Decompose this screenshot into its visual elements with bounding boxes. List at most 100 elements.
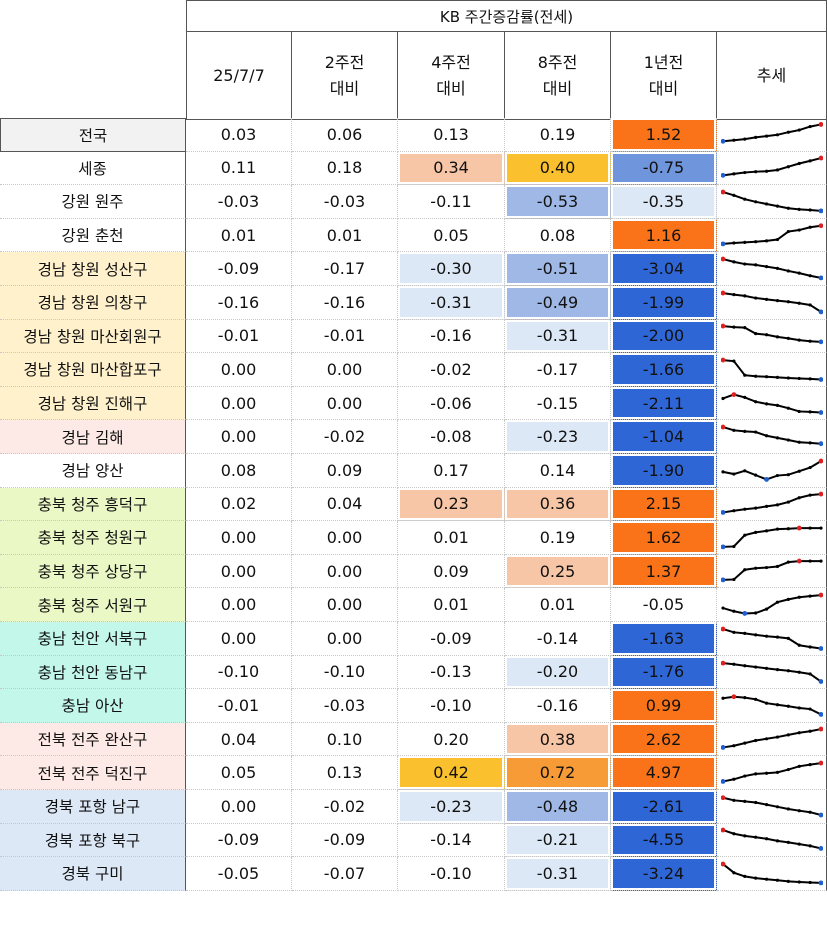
trend-max-point [796,558,802,564]
value-cell-c5: -2.11 [611,386,717,421]
trend-point [808,441,812,445]
trend-point [775,168,779,172]
trend-point [808,644,812,649]
value-cell-c3: -0.16 [398,319,505,354]
trend-point [753,170,757,174]
value-cell-c1: 0.00 [186,554,292,589]
trend-point [775,404,779,408]
trend-point [786,438,790,442]
region-label: 경남 양산 [0,454,186,488]
trend-point [753,739,757,743]
value-cell-c5: -1.90 [611,454,717,488]
trend-max-point [720,626,725,631]
trend-point [731,138,735,142]
trend-line [722,325,821,343]
trend-point [775,600,779,604]
value-cell-c3: -0.23 [398,790,505,824]
trend-sparkline-cell [717,521,827,555]
region-label: 경남 창원 의창구 [0,286,186,320]
column-header-line: 25/7/7 [213,65,265,85]
trend-point [764,877,768,881]
trend-point [786,879,790,883]
value-cell-c5: -0.35 [611,185,717,219]
trend-sparkline-cell [717,689,827,723]
trend-point [797,271,801,275]
value-cell-c2: 0.09 [292,454,398,488]
trend-sparkline-cell [717,722,827,757]
trend-min-point [720,577,725,583]
trend-point [764,528,768,533]
trend-point [786,206,790,210]
trend-sparkline-cell [717,588,827,622]
trend-point [764,737,768,741]
trend-point [742,293,746,297]
trend-point [808,762,812,767]
trend-point [764,837,768,841]
trend-sparkline [720,558,823,583]
trend-point [764,202,768,206]
value-cell-c4: 0.01 [505,588,611,622]
value-cell-c1: 0.04 [186,722,292,757]
value-cell-c5: -0.75 [611,151,717,186]
column-header-line: 8주전 [537,52,578,72]
trend-point [786,840,790,845]
trend-point [764,239,768,243]
trend-point [786,299,790,303]
trend-min-point [818,645,823,651]
value-cell-c3: -0.30 [398,252,505,286]
trend-point [775,668,779,672]
trend-line [722,593,821,615]
trend-line [722,560,821,582]
value-cell-c3: -0.09 [398,622,505,656]
trend-point [786,336,790,341]
region-label: 전북 전주 완산구 [0,722,186,757]
trend-sparkline-cell [717,185,827,219]
region-label: 충북 청주 흥덕구 [0,487,186,522]
value-cell-c5: -1.63 [611,622,717,656]
value-cell-c2: -0.01 [292,319,398,354]
value-cell-c3: 0.42 [398,756,505,790]
value-cell-c2: 0.13 [292,756,398,790]
value-cell-c3: 0.20 [398,722,505,757]
value-cell-c3: -0.06 [398,386,505,421]
trend-point [808,707,812,711]
trend-point [808,594,812,598]
trend-point [753,199,757,204]
trend-min-point [720,745,725,751]
region-label: 충북 청주 서원구 [0,588,186,622]
value-cell-c4: -0.16 [505,689,611,723]
trend-point [731,630,735,634]
trend-sparkline-cell [717,319,827,354]
trend-point [742,171,746,175]
trend-point [786,376,790,380]
column-header-c6: 추세 [717,32,827,120]
trend-point [742,197,746,201]
trend-point [797,731,801,735]
trend-sparkline [720,660,823,685]
trend-point [786,406,790,411]
trend-sparkline-cell [717,487,827,522]
trend-min-point [818,308,823,314]
value-cell-c4: -0.17 [505,353,611,387]
trend-point [753,473,757,477]
value-cell-c2: -0.10 [292,655,398,690]
trend-sparkline [720,424,823,447]
trend-min-point [720,778,725,784]
trend-max-point [818,592,823,598]
trend-point [731,428,735,432]
value-cell-c5: -3.24 [611,857,717,891]
region-label: 충남 아산 [0,689,186,723]
value-cell-c1: -0.03 [186,185,292,219]
value-cell-c4: -0.48 [505,790,611,824]
region-label: 충남 천안 동남구 [0,655,186,690]
value-cell-c1: 0.05 [186,756,292,790]
trend-point [742,262,746,266]
trend-point [786,472,790,476]
value-cell-c3: 0.34 [398,151,505,186]
trend-point [775,565,779,569]
trend-point [753,263,757,267]
region-label: 경남 창원 마산회원구 [0,319,186,354]
value-cell-c1: 0.00 [186,521,292,555]
trend-point [731,260,735,264]
